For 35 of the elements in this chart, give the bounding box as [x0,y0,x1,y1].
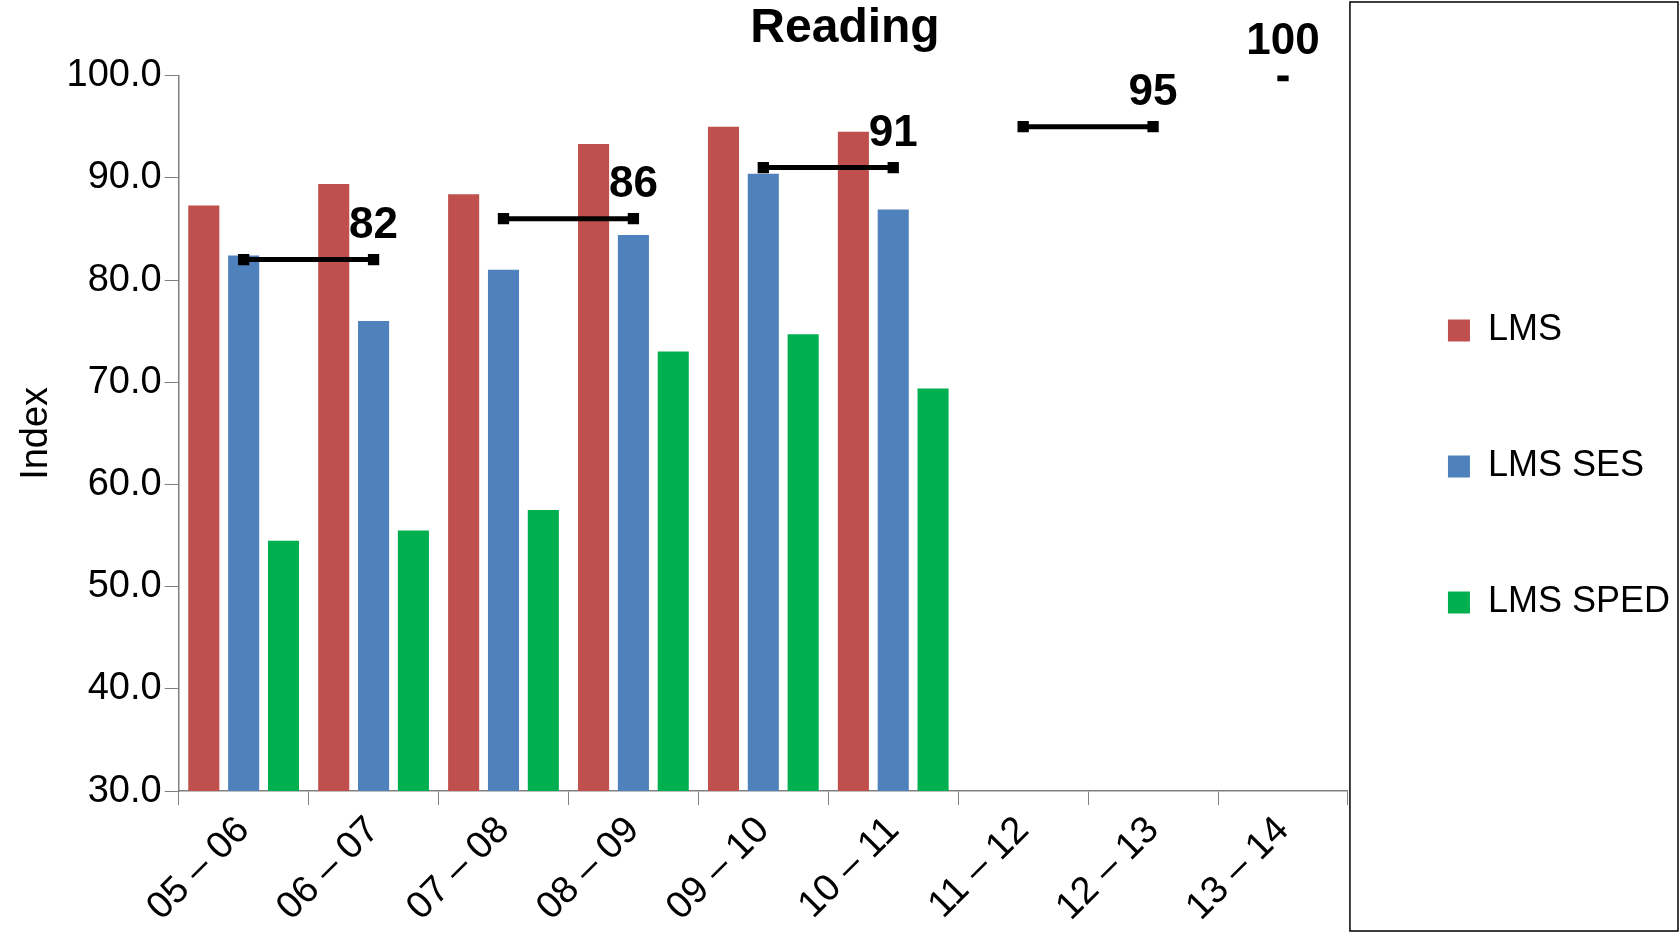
point [497,213,510,225]
point [627,213,640,225]
y-tick-label: 80.0 [87,256,162,299]
x-tick-label: 07 – 08 [397,807,517,927]
point [367,253,380,266]
x-tick-label: 10 – 11 [788,807,907,925]
x-tick-label: 06 – 07 [267,807,387,927]
y-tick-label: 30.0 [87,767,162,810]
y-axis-title: Index [13,386,56,480]
x-tick-label: 12 – 13 [1046,807,1167,927]
data-label: 95 [1128,64,1178,114]
point [1147,121,1159,133]
y-tick-label: 40.0 [87,665,162,708]
x-tick-label: 08 – 09 [527,807,647,927]
point [887,161,899,174]
x-tick-label: 05 – 06 [137,807,257,927]
point [1017,121,1029,133]
y-tick-label: 50.0 [87,563,162,606]
x-tick-label: 13 – 14 [1176,807,1297,927]
legend-label: LMS SPED [1487,579,1671,621]
point [237,253,250,266]
data-label: 91 [868,105,918,155]
data-label: 86 [608,156,658,206]
y-tick-label: 100.0 [66,52,162,95]
chart-title: Reading [750,0,940,53]
legend-label: LMS [1487,307,1562,349]
data-label: 100 [1246,13,1320,63]
x-tick-label: 09 – 10 [657,807,777,927]
data-label: 82 [349,197,399,247]
x-tick-label: 11 – 12 [918,807,1037,925]
point [757,161,769,174]
y-tick-label: 90.0 [87,154,162,197]
y-tick-label: 60.0 [87,460,162,503]
y-tick-label: 70.0 [87,358,162,401]
legend-label: LMS SES [1487,443,1645,485]
